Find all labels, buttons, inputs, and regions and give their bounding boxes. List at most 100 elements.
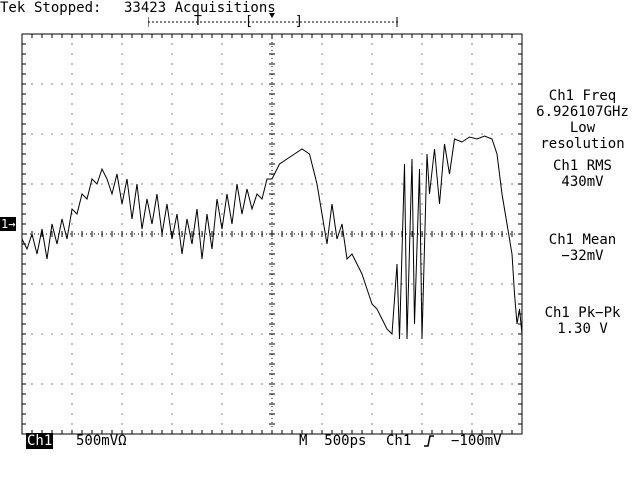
grid-dot: [241, 383, 243, 385]
grid-dot: [501, 83, 503, 85]
grid-dot: [321, 193, 323, 195]
grid-dot: [421, 163, 423, 165]
grid-dot: [321, 133, 323, 135]
grid-dot: [371, 153, 373, 155]
grid-dot: [331, 183, 333, 185]
rising-edge-icon: [424, 435, 434, 447]
grid-dot: [121, 163, 123, 165]
grid-dot: [471, 343, 473, 345]
grid-dot: [471, 393, 473, 395]
grid-dot: [431, 183, 433, 185]
grid-dot: [361, 83, 363, 85]
grid-dot: [121, 393, 123, 395]
grid-dot: [151, 133, 153, 135]
grid-dot: [41, 183, 43, 185]
grid-dot: [491, 133, 493, 135]
grid-dot: [171, 163, 173, 165]
grid-dot: [171, 63, 173, 65]
grid-dot: [121, 383, 123, 385]
grid-dot: [81, 283, 83, 285]
grid-dot: [421, 103, 423, 105]
grid-dot: [441, 283, 443, 285]
grid-dot: [71, 73, 73, 75]
grid-dot: [421, 223, 423, 225]
acquisition-status: Stopped:: [34, 0, 102, 16]
grid-dot: [71, 53, 73, 55]
grid-dot: [151, 333, 153, 335]
grid-dot: [331, 283, 333, 285]
grid-dot: [131, 283, 133, 285]
grid-dot: [511, 133, 513, 135]
grid-dot: [421, 293, 423, 295]
grid-dot: [121, 123, 123, 125]
grid-dot: [171, 383, 173, 385]
grid-dot: [31, 133, 33, 135]
grid-dot: [471, 423, 473, 425]
grid-dot: [71, 43, 73, 45]
measurement-value: 6.926107GHz: [536, 104, 629, 120]
grid-dot: [101, 83, 103, 85]
grid-dot: [171, 273, 173, 275]
grid-dot: [221, 213, 223, 215]
grid-dot: [471, 383, 473, 385]
grid-dot: [291, 133, 293, 135]
grid-dot: [201, 333, 203, 335]
grid-dot: [221, 53, 223, 55]
grid-dot: [321, 263, 323, 265]
grid-dot: [421, 153, 423, 155]
grid-dot: [71, 173, 73, 175]
grid-dot: [311, 283, 313, 285]
grid-dot: [471, 263, 473, 265]
grid-dot: [511, 283, 513, 285]
grid-dot: [171, 213, 173, 215]
grid-dot: [321, 153, 323, 155]
trigger-position-marker: [269, 13, 275, 18]
grid-dot: [391, 283, 393, 285]
grid-dot: [321, 103, 323, 105]
grid-dot: [221, 123, 223, 125]
grid-dot: [141, 283, 143, 285]
grid-dot: [121, 253, 123, 255]
grid-dot: [211, 183, 213, 185]
grid-dot: [31, 383, 33, 385]
grid-dot: [171, 123, 173, 125]
grid-dot: [351, 383, 353, 385]
grid-dot: [321, 43, 323, 45]
grid-dot: [441, 183, 443, 185]
grid-dot: [371, 53, 373, 55]
grid-dot: [71, 93, 73, 95]
grid-dot: [451, 83, 453, 85]
grid-dot: [71, 303, 73, 305]
grid-dot: [211, 133, 213, 135]
grid-dot: [281, 133, 283, 135]
grid-dot: [331, 383, 333, 385]
grid-dot: [211, 83, 213, 85]
grid-dot: [61, 383, 63, 385]
grid-dot: [141, 183, 143, 185]
grid-dot: [261, 183, 263, 185]
grid-dot: [431, 383, 433, 385]
grid-dot: [421, 363, 423, 365]
grid-dot: [31, 183, 33, 185]
grid-dot: [421, 83, 423, 85]
grid-dot: [121, 43, 123, 45]
grid-dot: [221, 163, 223, 165]
grid-dot: [341, 333, 343, 335]
grid-dot: [371, 123, 373, 125]
grid-dot: [71, 343, 73, 345]
grid-dot: [451, 133, 453, 135]
grid-dot: [171, 183, 173, 185]
grid-dot: [121, 63, 123, 65]
grid-dot: [71, 103, 73, 105]
grid-dot: [351, 283, 353, 285]
grid-dot: [371, 83, 373, 85]
grid-dot: [371, 243, 373, 245]
grid-dot: [241, 83, 243, 85]
grid-dot: [171, 403, 173, 405]
grid-dot: [371, 353, 373, 355]
grid-dot: [391, 383, 393, 385]
grid-dot: [71, 253, 73, 255]
grid-dot: [471, 113, 473, 115]
grid-dot: [341, 383, 343, 385]
grid-dot: [331, 133, 333, 135]
